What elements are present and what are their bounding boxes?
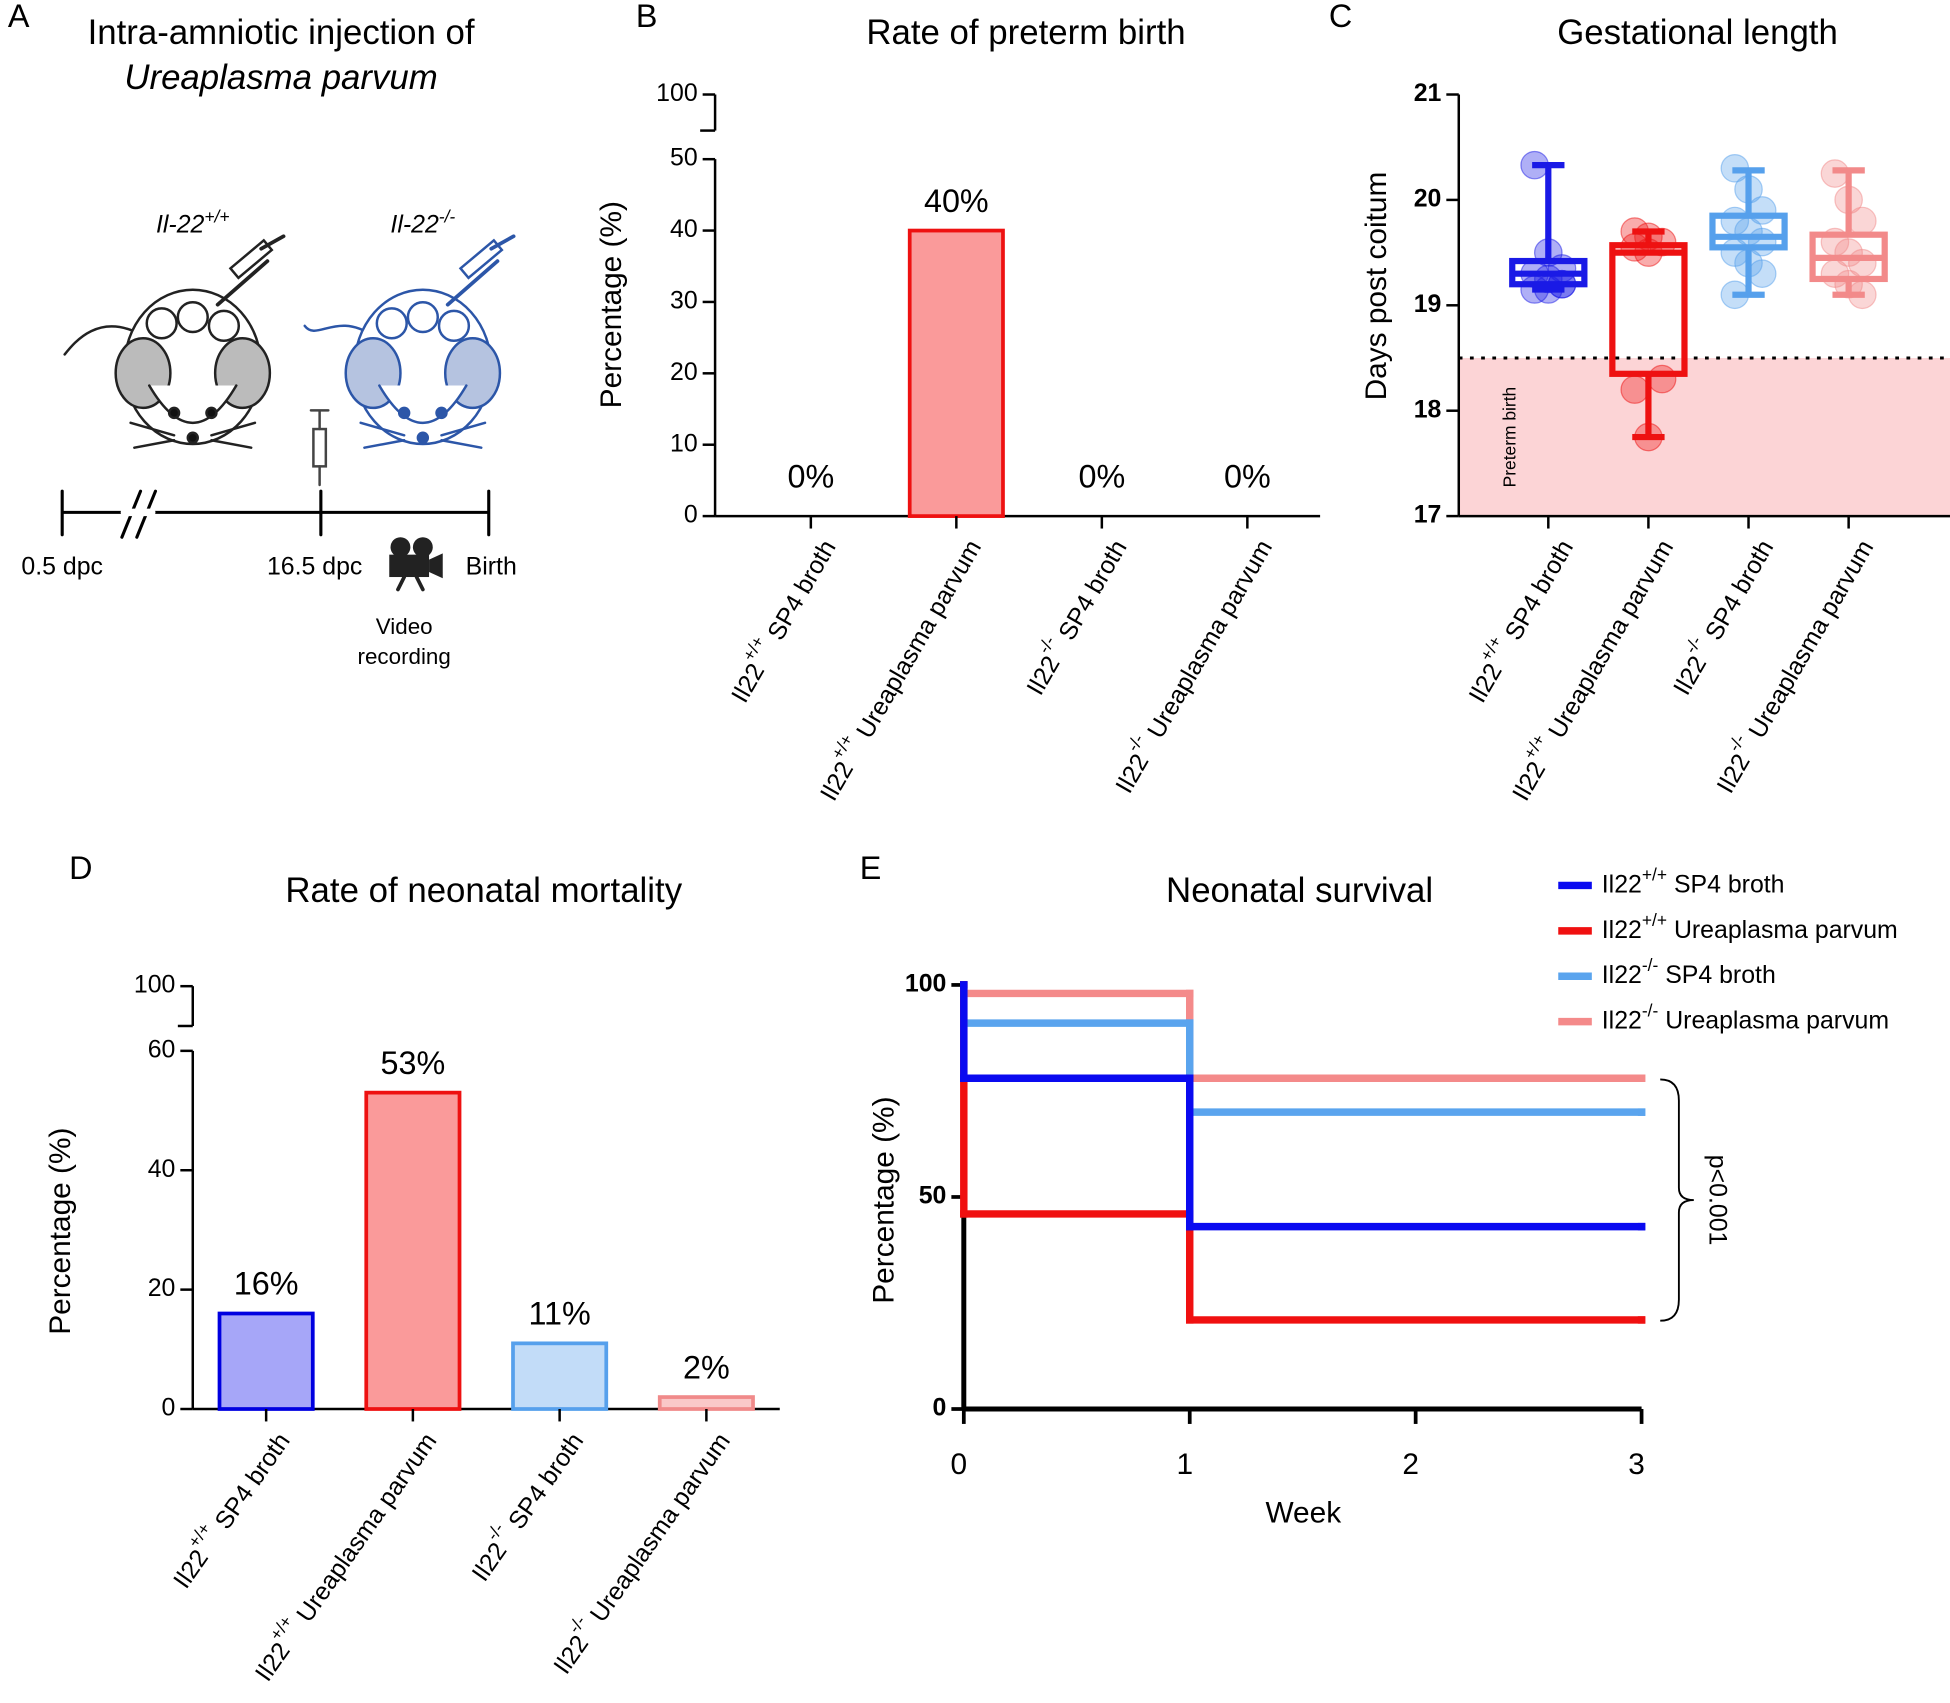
- panel-letter: C: [1329, 0, 1352, 34]
- y-tick-label: 0: [684, 501, 698, 529]
- value-label: 0%: [1224, 458, 1271, 494]
- panel-letter: A: [8, 0, 30, 34]
- value-label: 40%: [924, 183, 989, 219]
- box: [1609, 242, 1688, 377]
- y-tick-label: 40: [670, 215, 698, 243]
- data-point: [1620, 375, 1650, 404]
- data-point: [1647, 364, 1677, 394]
- bar: [657, 1395, 755, 1411]
- x-tick-label: Il22-/- Ureaplasma parvum: [1102, 531, 1277, 798]
- box: [1709, 212, 1788, 251]
- panel-letter: D: [69, 850, 92, 886]
- diagram-title: Ureaplasma parvum: [124, 58, 437, 97]
- mouse-wildtype: [63, 234, 286, 449]
- value-label: 16%: [234, 1266, 299, 1302]
- x-tick-label: Il22-/- SP4 broth: [459, 1423, 589, 1587]
- chart-title: Neonatal survival: [1166, 871, 1433, 910]
- y-tick-label: 0: [933, 1394, 947, 1422]
- timeline-label: 16.5 dpc: [267, 553, 362, 581]
- syringe-icon: [309, 409, 330, 487]
- legend-label: Il22+/+ SP4 broth: [1602, 864, 1785, 898]
- y-tick-label: 20: [1414, 184, 1442, 212]
- diagram-title: Intra-amniotic injection of: [88, 13, 475, 52]
- chart-title: Rate of neonatal mortality: [285, 871, 682, 910]
- value-label: 0%: [1078, 458, 1125, 494]
- y-tick-label: 50: [919, 1182, 947, 1210]
- bracket: [1660, 1078, 1694, 1322]
- chart-title: Rate of preterm birth: [866, 13, 1185, 52]
- camera-icon: [389, 537, 443, 592]
- x-tick-label: Il22+/+ SP4 broth: [160, 1423, 295, 1594]
- legend-label: Il22+/+ Ureaplasma parvum: [1602, 909, 1898, 943]
- data-point: [1848, 206, 1877, 236]
- y-tick-label: 60: [148, 1035, 176, 1063]
- x-tick-label: 0: [951, 1448, 968, 1481]
- y-axis-label: Percentage (%): [595, 201, 628, 408]
- x-tick-label: 3: [1628, 1448, 1645, 1481]
- chart-title: Gestational length: [1557, 13, 1838, 52]
- timeline-label: 0.5 dpc: [21, 553, 103, 581]
- data-point: [1747, 259, 1777, 288]
- value-label: 2%: [683, 1349, 730, 1385]
- camera-label: recording: [358, 644, 451, 669]
- panel-letter: B: [636, 0, 658, 34]
- x-tick-label: Il22+/+ SP4 broth: [1455, 531, 1578, 708]
- y-tick-label: 100: [656, 79, 697, 107]
- y-axis-label: Percentage (%): [44, 1128, 77, 1335]
- legend-label: Il22-/- Ureaplasma parvum: [1602, 1000, 1889, 1034]
- x-tick-label: Il22+/+ Ureaplasma parvum: [1499, 531, 1679, 806]
- data-point: [1820, 159, 1850, 188]
- x-tick-label: 1: [1176, 1448, 1193, 1481]
- y-tick-label: 100: [134, 971, 175, 999]
- y-tick-label: 18: [1414, 395, 1442, 423]
- mouse-label: Il-22-/-: [390, 207, 455, 239]
- x-axis-label: Week: [1265, 1497, 1341, 1530]
- y-tick-label: 30: [670, 287, 698, 315]
- bar: [217, 1311, 315, 1411]
- value-label: 0%: [787, 458, 834, 494]
- camera-label: Video: [376, 614, 433, 639]
- legend-label: Il22-/- SP4 broth: [1602, 955, 1776, 989]
- y-tick-label: 10: [670, 429, 698, 457]
- bar: [907, 228, 1005, 518]
- y-tick-label: 21: [1414, 79, 1442, 107]
- y-tick-label: 20: [670, 358, 698, 386]
- x-tick-label: Il22-/- SP4 broth: [1013, 531, 1132, 700]
- x-tick-label: Il22+/+ SP4 broth: [718, 531, 841, 708]
- bar: [511, 1341, 609, 1411]
- y-tick-label: 20: [148, 1274, 176, 1302]
- value-label: 11%: [528, 1296, 590, 1332]
- y-tick-label: 40: [148, 1155, 176, 1183]
- annotation: p<0.001: [1704, 1155, 1732, 1246]
- y-tick-label: 100: [905, 970, 946, 998]
- mouse-label: Il-22+/+: [156, 207, 230, 239]
- x-tick-label: Il22-/- Ureaplasma parvum: [1704, 531, 1879, 798]
- y-tick-label: 50: [670, 144, 698, 172]
- panel-letter: E: [860, 850, 882, 886]
- shaded-region: [1458, 358, 1950, 517]
- y-tick-label: 0: [162, 1394, 176, 1422]
- shade-label: Preterm birth: [1500, 387, 1520, 488]
- x-tick-label: Il22+/+ Ureaplasma parvum: [807, 531, 987, 806]
- bar: [364, 1090, 462, 1411]
- x-tick-label: Il22-/- SP4 broth: [1660, 531, 1779, 700]
- y-tick-label: 17: [1414, 501, 1442, 529]
- timeline: [60, 489, 491, 539]
- y-axis-label: Days post coitum: [1360, 172, 1393, 401]
- timeline-label: Birth: [466, 553, 517, 581]
- value-label: 53%: [381, 1045, 446, 1081]
- x-tick-label: 2: [1402, 1448, 1419, 1481]
- y-axis-label: Percentage (%): [867, 1096, 900, 1303]
- panel-a-diagram: [60, 234, 516, 592]
- mouse-knockout: [303, 234, 516, 449]
- y-tick-label: 19: [1414, 290, 1442, 318]
